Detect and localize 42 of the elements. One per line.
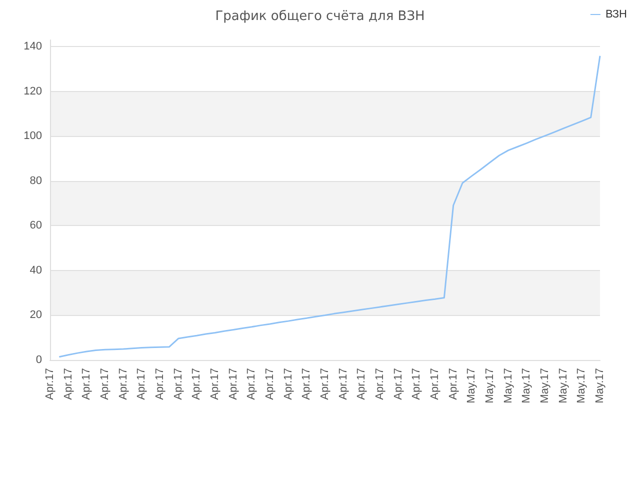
x-tick-label: Apr.17 [154,368,166,400]
x-tick-label: Apr.17 [62,368,74,400]
x-tick-label: Apr.17 [410,368,423,400]
x-tick-label: Apr.17 [209,368,221,400]
y-tick-label: 20 [30,309,42,322]
y-tick-label: 60 [30,220,42,232]
x-tick-label: Apr.17 [172,368,184,400]
y-tick-label: 40 [30,264,42,276]
chart-title: График общего счёта для ВЗН [215,9,425,24]
x-tick-label: Apr.17 [319,368,331,400]
x-tick-label: May.17 [466,368,478,404]
y-tick-label: 100 [24,130,42,142]
x-tick-label: Apr.17 [392,368,404,400]
x-tick-label: May.17 [557,368,570,404]
x-tick-label: Apr.17 [44,368,56,400]
x-tick-label: May.17 [539,368,551,404]
x-tick-label: May.17 [576,368,588,404]
x-tick-label: Apr.17 [190,368,203,400]
x-tick-label: Apr.17 [99,368,111,400]
x-tick-label: Apr.17 [356,368,368,400]
y-tick-label: 140 [24,40,42,53]
x-tick-label: Apr.17 [282,368,294,400]
y-tick-label: 0 [36,354,42,366]
x-tick-label: May.17 [502,368,514,404]
x-tick-label: Apr.17 [429,368,441,400]
x-tick-label: Apr.17 [136,368,148,400]
line-series [58,55,601,358]
x-tick-label: Apr.17 [337,368,350,400]
x-tick-label: Apr.17 [80,368,93,400]
x-tick-label: May.17 [484,368,496,404]
x-tick-label: Apr.17 [374,368,386,400]
x-tick-label: Apr.17 [447,368,460,400]
x-tick-label: Apr.17 [246,368,258,400]
x-tick-label: Apr.17 [117,368,130,400]
x-tick-label: Apr.17 [300,368,313,400]
y-tick-label: 120 [24,85,42,98]
x-tick-label: May.17 [594,368,606,404]
x-tick-label: Apr.17 [264,368,276,400]
y-tick-label: 80 [30,174,42,187]
legend-label: ВЗН [605,8,628,20]
x-tick-label: May.17 [520,368,533,404]
x-tick-label: Apr.17 [227,368,240,400]
